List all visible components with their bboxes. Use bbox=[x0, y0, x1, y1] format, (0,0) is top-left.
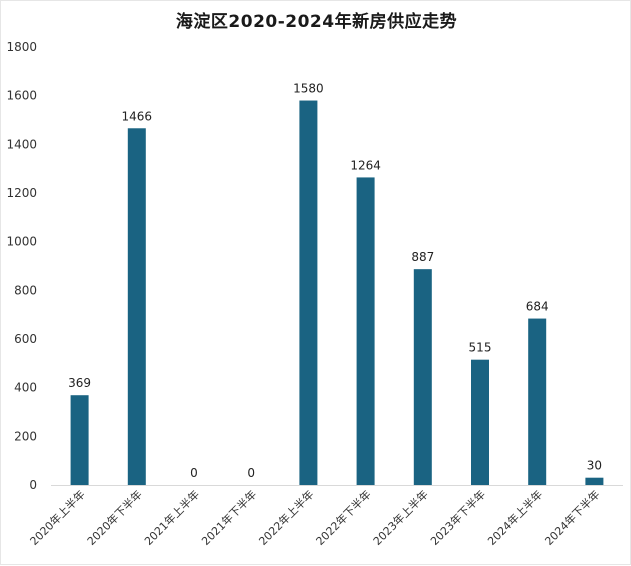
chart-title: 海淀区2020-2024年新房供应走势 bbox=[175, 12, 458, 32]
x-tick-label: 2023年上半年 bbox=[370, 487, 431, 548]
bar bbox=[471, 359, 489, 485]
x-axis: 2020年上半年2020年下半年2021年上半年2021年下半年2022年上半年… bbox=[27, 487, 603, 548]
bar bbox=[585, 477, 604, 485]
data-label: 30 bbox=[587, 459, 602, 473]
data-label: 369 bbox=[68, 376, 91, 390]
x-tick-label: 2022年上半年 bbox=[256, 487, 317, 548]
x-tick-label: 2023年下半年 bbox=[427, 487, 488, 548]
data-label: 887 bbox=[411, 250, 434, 264]
bars-group bbox=[70, 100, 604, 486]
x-tick-label: 2022年下半年 bbox=[313, 487, 374, 548]
data-labels-group: 369 1466 0 0 1580 1264 887 515 684 30 bbox=[68, 82, 602, 480]
x-tick-label: 2024年下半年 bbox=[542, 487, 603, 548]
data-label: 1264 bbox=[350, 158, 381, 172]
bar bbox=[299, 100, 318, 486]
data-label: 684 bbox=[526, 300, 549, 314]
bar bbox=[70, 395, 89, 485]
y-tick-label: 400 bbox=[14, 381, 37, 395]
data-label: 0 bbox=[247, 466, 255, 480]
bar bbox=[356, 177, 375, 485]
y-tick-label: 800 bbox=[14, 283, 37, 297]
y-tick-label: 1800 bbox=[6, 40, 37, 54]
data-label: 1466 bbox=[122, 109, 153, 123]
x-tick-label: 2020年下半年 bbox=[84, 487, 145, 548]
bar bbox=[528, 318, 547, 485]
y-tick-label: 1200 bbox=[6, 186, 37, 200]
y-tick-label: 600 bbox=[14, 332, 37, 346]
y-tick-label: 200 bbox=[14, 429, 37, 443]
data-label: 515 bbox=[469, 341, 492, 355]
y-tick-label: 1400 bbox=[6, 137, 37, 151]
x-tick-label: 2021年上半年 bbox=[141, 487, 202, 548]
data-label: 0 bbox=[190, 466, 198, 480]
x-tick-label: 2021年下半年 bbox=[199, 487, 260, 548]
x-tick-label: 2024年上半年 bbox=[485, 487, 546, 548]
data-label: 1580 bbox=[293, 82, 324, 96]
x-tick-label: 2020年上半年 bbox=[27, 487, 88, 548]
y-axis: 0 200 400 600 800 1000 1200 1400 1600 1800 bbox=[6, 40, 37, 492]
y-tick-label: 1600 bbox=[6, 89, 37, 103]
bar bbox=[413, 269, 432, 485]
y-tick-label: 1000 bbox=[6, 235, 37, 249]
y-tick-label: 0 bbox=[29, 478, 37, 492]
bar bbox=[127, 128, 146, 486]
